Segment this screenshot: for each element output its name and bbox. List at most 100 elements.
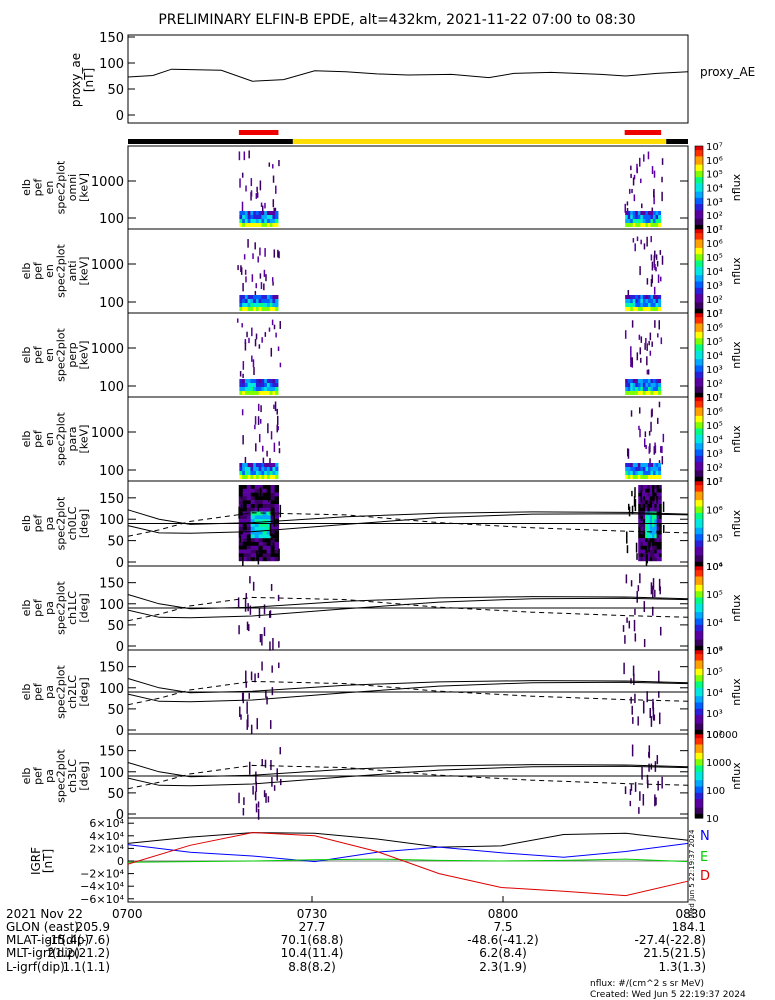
colorbar-cell — [695, 152, 703, 155]
colorbar-title: nflux — [730, 594, 743, 622]
panel-frame — [127, 396, 689, 482]
spectrogram-pixel — [261, 295, 265, 299]
spectrogram-pixel — [645, 387, 649, 391]
footer-value: 21.5(21.5) — [643, 946, 706, 960]
spectrogram-pixel — [655, 307, 659, 311]
colorbar-cell — [695, 723, 703, 727]
colorbar-cell — [695, 597, 703, 601]
spectrogram-pixel — [658, 387, 662, 391]
spectrogram-pixel — [642, 379, 646, 383]
pitch-angle-pixel — [242, 507, 248, 512]
pitch-angle-pixel — [658, 496, 662, 501]
pitch-angle-pixel — [628, 620, 631, 629]
spectrogram-pixel — [625, 471, 629, 475]
spectrogram-pixel — [650, 391, 654, 395]
pitch-angle-pixel — [654, 485, 658, 489]
spectrogram-pixel — [625, 295, 629, 299]
pitch-angle-pixel — [645, 554, 648, 566]
spectrogram-pixel — [646, 369, 649, 375]
spectrogram-pixel — [653, 211, 657, 215]
spectrogram-pixel — [650, 278, 653, 287]
pitch-angle-pixel — [656, 545, 660, 550]
pitch-angle-pixel — [254, 545, 260, 550]
pitch-angle-pixel — [242, 549, 248, 554]
spectrogram-pixel — [278, 448, 281, 454]
spectrogram-pixel — [635, 387, 639, 391]
y-tick-label: 50 — [107, 787, 124, 802]
pitch-angle-pixel — [262, 504, 268, 508]
pitch-angle-pixel — [652, 526, 655, 531]
spectrogram-pixel — [237, 265, 239, 271]
spectrogram-pixel — [258, 307, 262, 311]
spectrogram-pixel — [272, 219, 276, 223]
pitch-angle-pixel — [652, 707, 655, 718]
pitch-angle-pixel — [270, 500, 276, 505]
pitch-angle-pixel — [254, 534, 260, 539]
pitch-angle-pixel — [645, 507, 648, 512]
colorbar-cell — [695, 329, 703, 333]
pitch-angle-pixel — [250, 515, 256, 520]
spectrogram-pixel — [269, 211, 273, 215]
spectrogram-pixel — [266, 303, 271, 307]
spectrogram-pixel — [635, 219, 639, 223]
spectrogram-pixel — [635, 475, 639, 479]
colorbar-cell — [695, 166, 703, 170]
colorbar-tick-label: 10³ — [706, 646, 723, 657]
pitch-angle-pixel — [652, 553, 655, 558]
panel-ylabel: spec2plot — [55, 581, 68, 635]
spectrogram-pixel — [244, 467, 249, 471]
spectrogram-pixel — [239, 299, 243, 303]
pitch-angle-pixel — [250, 530, 256, 535]
pitch-angle-pixel — [272, 638, 274, 650]
spectrogram-pixel — [279, 321, 281, 329]
colorbar-cell — [695, 247, 703, 251]
spectrogram-pixel — [244, 463, 249, 467]
colorbar-tick-label: 10⁴ — [706, 618, 723, 629]
panel-ylabel: pef — [32, 766, 45, 785]
panel-ylabel: en — [43, 348, 56, 362]
spectrogram-pixel — [632, 475, 636, 479]
pitch-angle-pixel — [631, 505, 634, 515]
colorbar-cell — [695, 304, 703, 308]
pitch-angle-pixel — [622, 625, 625, 632]
spectrogram-pixel — [658, 379, 662, 383]
spectrogram-pixel — [242, 471, 246, 475]
spectrogram-pixel — [239, 303, 243, 307]
pitch-angle-pixel — [237, 597, 240, 608]
pitch-angle-pixel — [278, 548, 280, 561]
spectrogram-pixel — [267, 423, 269, 434]
colorbar-cell — [695, 302, 703, 306]
colorbar-cell — [695, 576, 703, 580]
pitch-angle-panel: 050100150elbpefpaspec2plotch3LC[deg]1010… — [20, 730, 743, 825]
pitch-angle-pixel — [648, 752, 650, 758]
colorbar-title: nflux — [730, 509, 743, 537]
pitch-angle-pixel — [266, 534, 272, 539]
colorbar-cell — [695, 432, 703, 436]
pitch-angle-pixel — [647, 507, 651, 512]
colorbar-cell — [695, 618, 703, 622]
pitch-angle-pixel — [266, 526, 272, 531]
pitch-angle-pixel — [254, 504, 260, 508]
colorbar-tick-label: 10³ — [706, 365, 723, 376]
spectrogram-pixel — [250, 223, 254, 227]
panel-ylabel: pa — [43, 601, 56, 615]
pitch-angle-pixel — [250, 538, 256, 543]
pitch-angle-pixel — [262, 511, 268, 516]
spectrogram-pixel — [269, 383, 273, 387]
pitch-angle-pixel — [239, 535, 242, 543]
spectrogram-pixel — [239, 387, 243, 391]
pitch-angle-pixel — [645, 538, 648, 543]
created-note: Created: Wed Jun 5 22:19:37 2024 — [590, 990, 746, 1000]
pitch-angle-pixel — [250, 542, 256, 546]
pitch-angle-pixel — [640, 523, 644, 527]
spectrogram-pixel — [653, 190, 655, 198]
spectrogram-pixel — [261, 223, 265, 227]
spectrogram-pixel — [268, 162, 271, 167]
colorbar-cell — [695, 599, 703, 603]
pitch-angle-pixel — [265, 793, 267, 803]
colorbar-cell — [695, 436, 703, 440]
pitch-angle-pixel — [649, 549, 653, 554]
pitch-angle-pixel — [645, 530, 648, 535]
igrf-legend-d: D — [700, 869, 710, 884]
pitch-angle-pixel — [636, 553, 638, 560]
